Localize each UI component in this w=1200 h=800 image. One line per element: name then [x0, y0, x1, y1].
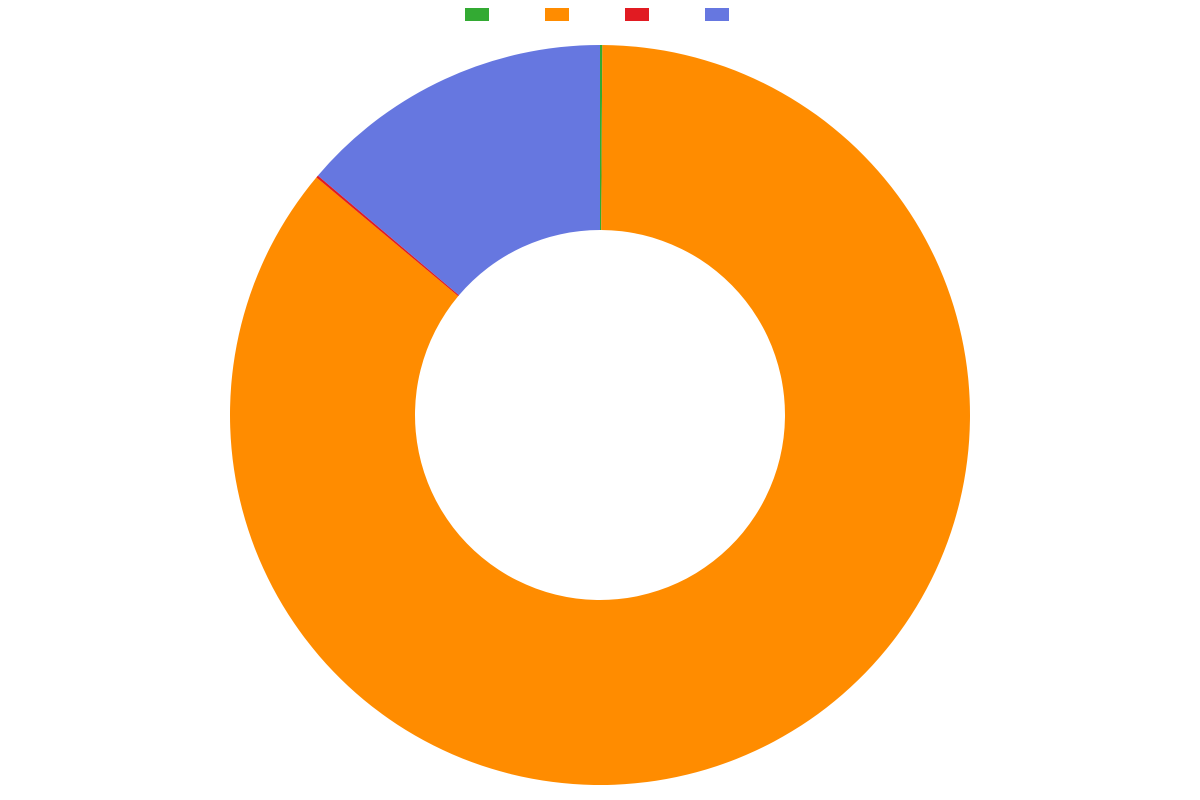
donut-chart-wrap: [0, 30, 1200, 800]
legend-item: [705, 8, 735, 21]
legend-swatch: [545, 8, 569, 21]
legend: [0, 8, 1200, 21]
legend-swatch: [705, 8, 729, 21]
legend-swatch: [465, 8, 489, 21]
legend-item: [545, 8, 575, 21]
legend-item: [465, 8, 495, 21]
donut-chart: [220, 35, 980, 795]
legend-item: [625, 8, 655, 21]
chart-container: [0, 0, 1200, 800]
legend-swatch: [625, 8, 649, 21]
